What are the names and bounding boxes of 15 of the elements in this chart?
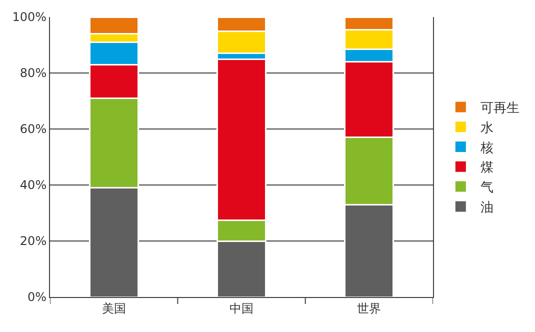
legend-label: 煤 (480, 160, 494, 176)
x-tick-label: 中国 (230, 301, 254, 316)
legend-label: 可再生 (480, 101, 520, 116)
legend-label: 油 (480, 200, 494, 216)
legend-label: 水 (480, 120, 494, 136)
y-tick-label: 40% (20, 178, 47, 192)
y-tick-label: 20% (20, 234, 47, 248)
x-tick-label: 世界 (357, 301, 382, 316)
legend-label: 核 (480, 140, 494, 156)
legend-label: 气 (480, 180, 494, 196)
y-tick-label: 60% (20, 122, 47, 136)
y-tick-label: 100% (12, 10, 47, 24)
x-tick-label: 美国 (102, 301, 126, 316)
y-tick-label: 80% (20, 66, 47, 80)
y-tick-label: 0% (28, 290, 47, 304)
